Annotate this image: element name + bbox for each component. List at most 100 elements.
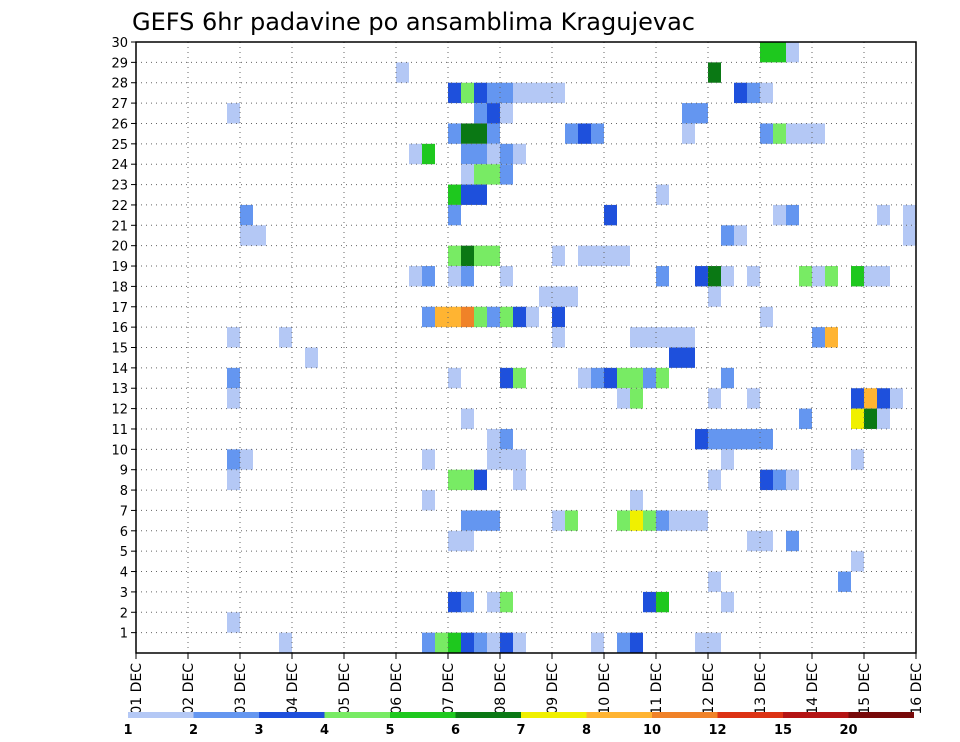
legend-swatch — [259, 712, 325, 718]
precip-cell — [500, 306, 513, 328]
precip-cell — [708, 286, 721, 307]
y-tick-label: 26 — [111, 117, 128, 132]
legend-label: 20 — [839, 723, 857, 738]
precip-cell — [760, 306, 773, 328]
precip-cell — [279, 632, 292, 653]
precip-cell — [305, 347, 318, 368]
precip-cell — [695, 428, 708, 450]
precip-cell — [851, 388, 864, 409]
chart-title: GEFS 6hr padavine po ansamblima Kragujev… — [132, 8, 695, 36]
y-tick-label: 27 — [111, 97, 128, 112]
precip-cell — [864, 266, 890, 287]
precip-cell — [591, 367, 604, 389]
y-tick-label: 24 — [111, 158, 128, 173]
x-tick-label: 12 DEC — [701, 663, 717, 715]
precip-cell — [227, 103, 240, 124]
precip-cell — [591, 632, 604, 653]
precip-cell — [448, 530, 474, 552]
y-tick-label: 16 — [111, 321, 128, 336]
y-tick-label: 28 — [111, 77, 128, 92]
precip-cell — [487, 123, 500, 144]
precip-cell — [578, 245, 630, 267]
precip-cell — [474, 164, 500, 185]
precip-cell — [656, 591, 669, 613]
x-tick-label: 08 DEC — [493, 663, 509, 715]
precip-cell — [578, 123, 591, 144]
precip-cell — [487, 306, 500, 328]
legend-label: 1 — [123, 723, 132, 738]
precip-cell — [513, 306, 526, 328]
precip-cell — [877, 388, 890, 409]
precip-cell — [474, 103, 487, 124]
precip-cell — [734, 82, 747, 104]
precip-cell — [552, 306, 565, 328]
legend-label: 12 — [708, 723, 726, 738]
precip-cell — [422, 266, 435, 287]
precip-cell — [227, 388, 240, 409]
precip-cell — [448, 123, 461, 144]
precip-cell — [240, 225, 266, 246]
precip-cell — [669, 347, 695, 368]
legend-swatch — [324, 712, 390, 718]
precip-cell — [513, 367, 526, 389]
y-tick-label: 12 — [111, 403, 128, 418]
precip-cell — [513, 143, 526, 165]
precip-cell — [500, 103, 513, 124]
precip-cell — [760, 82, 773, 104]
precip-cell — [630, 510, 643, 531]
y-tick-label: 5 — [120, 545, 128, 560]
legend-label: 2 — [189, 723, 198, 738]
precip-cell — [630, 327, 695, 348]
precip-cell — [617, 632, 630, 653]
x-tick-label: 10 DEC — [597, 663, 613, 715]
precip-cell — [500, 428, 513, 450]
x-tick-label: 05 DEC — [337, 663, 353, 715]
x-axis-ticks: 01 DEC 02 DEC 03 DEC 04 DEC 05 DEC 06 DEC 07 D… — [129, 653, 925, 715]
x-tick-label: 06 DEC — [389, 663, 405, 715]
precip-cell — [474, 306, 487, 328]
precip-cell — [240, 204, 253, 226]
precip-cell — [890, 388, 903, 409]
precip-cell — [825, 327, 838, 348]
precip-cell — [552, 510, 565, 531]
legend-swatch — [128, 712, 194, 718]
precip-cell — [526, 306, 539, 328]
precip-cell — [786, 123, 825, 144]
precip-cell — [799, 408, 812, 429]
precip-cell — [786, 204, 799, 226]
x-tick-label: 04 DEC — [285, 663, 301, 715]
precip-cell — [279, 327, 292, 348]
precip-cell — [227, 449, 240, 470]
y-tick-label: 8 — [120, 484, 128, 499]
precip-cell — [240, 449, 253, 470]
precip-cell — [578, 367, 591, 389]
precip-cell — [448, 591, 461, 613]
y-tick-label: 11 — [111, 423, 128, 438]
y-tick-label: 1 — [120, 627, 128, 642]
x-tick-label: 01 DEC — [129, 663, 145, 715]
y-tick-label: 17 — [111, 301, 128, 316]
precip-cell — [786, 42, 799, 63]
precip-cell — [903, 225, 916, 246]
legend-swatch — [390, 712, 456, 718]
precip-cell — [747, 82, 760, 104]
y-tick-label: 18 — [111, 280, 128, 295]
precip-cell — [773, 123, 786, 144]
legend-label: 10 — [643, 723, 661, 738]
y-tick-label: 22 — [111, 199, 128, 214]
precip-cell — [630, 632, 643, 653]
precip-cell — [474, 245, 500, 267]
precip-cell — [513, 82, 565, 104]
precip-cell — [591, 123, 604, 144]
precip-cell — [500, 449, 526, 470]
precip-cell — [630, 388, 643, 409]
precip-cell — [409, 266, 422, 287]
precip-cell — [747, 530, 773, 552]
legend-swatch — [521, 712, 587, 718]
precip-cell — [708, 571, 721, 592]
y-tick-label: 23 — [111, 179, 128, 194]
precip-cell — [851, 266, 864, 287]
precip-cell — [513, 469, 526, 491]
precip-cell — [409, 143, 422, 165]
y-tick-label: 25 — [111, 138, 128, 153]
